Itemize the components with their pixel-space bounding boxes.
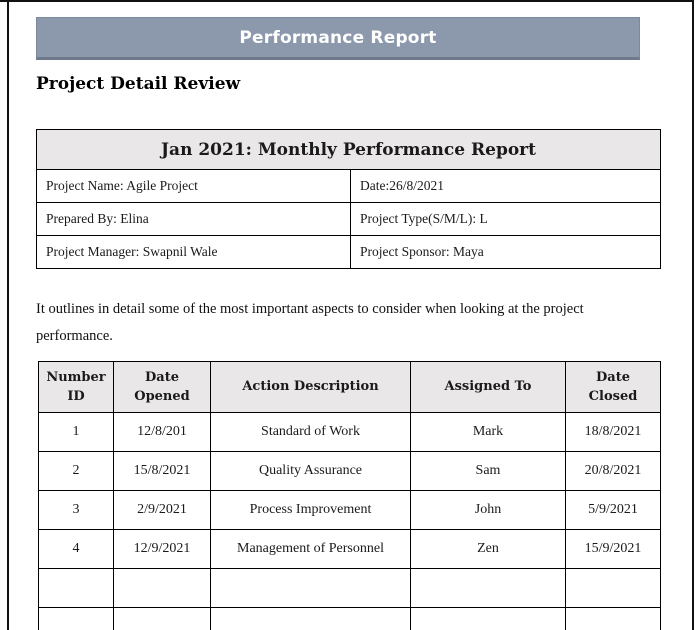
page-heading: Project Detail Review	[36, 74, 241, 94]
action-table-cell	[38, 568, 114, 608]
action-table-cell: Mark	[410, 412, 566, 452]
report-banner: Performance Report	[36, 17, 640, 60]
action-table-header-row: Number ID Date Opened Action Description As…	[38, 361, 661, 413]
action-table: Number ID Date Opened Action Description As…	[38, 361, 661, 630]
info-table-body: Project Name: Agile Project Date:26/8/202…	[36, 169, 661, 269]
info-table: Jan 2021: Monthly Performance Report Pro…	[36, 129, 661, 269]
action-table-header-cell: Action Description	[210, 361, 411, 413]
action-table-header-cell: Date Opened	[113, 361, 211, 413]
action-table-cell: 15/9/2021	[565, 529, 661, 569]
action-table-row: 3 2/9/2021 Process Improvement John 5/9/2021	[38, 490, 661, 530]
page-left-border	[7, 0, 9, 630]
action-table-cell: 1	[38, 412, 114, 452]
action-table-cell	[410, 568, 566, 608]
action-table-cell	[210, 568, 411, 608]
info-table-cell: Project Type(S/M/L): L	[350, 202, 661, 236]
action-table-cell: 18/8/2021	[565, 412, 661, 452]
action-table-cell: Quality Assurance	[210, 451, 411, 491]
banner-title: Performance Report	[239, 27, 437, 48]
action-table-cell: Process Improvement	[210, 490, 411, 530]
action-table-cell: 20/8/2021	[565, 451, 661, 491]
action-table-cell	[113, 607, 211, 630]
action-table-header-cell: Number ID	[38, 361, 114, 413]
action-table-cell: 2	[38, 451, 114, 491]
page-right-border	[692, 0, 694, 630]
action-table-cell: 5/9/2021	[565, 490, 661, 530]
action-table-cell	[565, 607, 661, 630]
action-table-cell: Sam	[410, 451, 566, 491]
action-table-cell: 2/9/2021	[113, 490, 211, 530]
action-table-cell: 4	[38, 529, 114, 569]
action-table-cell: Management of Personnel	[210, 529, 411, 569]
info-table-cell: Date:26/8/2021	[350, 169, 661, 203]
page-top-border	[0, 0, 694, 2]
info-table-row: Project Name: Agile Project Date:26/8/202…	[36, 169, 661, 203]
action-table-row: 1 12/8/201 Standard of Work Mark 18/8/2021	[38, 412, 661, 452]
info-table-title: Jan 2021: Monthly Performance Report	[36, 129, 661, 170]
action-table-row: 2 15/8/2021 Quality Assurance Sam 20/8/2021	[38, 451, 661, 491]
action-table-body: 1 12/8/201 Standard of Work Mark 18/8/2021 2 1…	[38, 412, 661, 630]
action-table-cell: Standard of Work	[210, 412, 411, 452]
intro-paragraph: It outlines in detail some of the most i…	[36, 301, 584, 344]
action-table-cell: 12/8/201	[113, 412, 211, 452]
action-table-row: 4 12/9/2021 Management of Personnel Zen 15/9…	[38, 529, 661, 569]
action-table-cell	[210, 607, 411, 630]
info-table-row: Prepared By: Elina Project Type(S/M/L): L	[36, 202, 661, 236]
action-table-cell: John	[410, 490, 566, 530]
info-table-cell: Prepared By: Elina	[36, 202, 351, 236]
action-table-cell: 15/8/2021	[113, 451, 211, 491]
action-table-cell	[410, 607, 566, 630]
info-table-cell: Project Manager: Swapnil Wale	[36, 235, 351, 269]
action-table-cell: 12/9/2021	[113, 529, 211, 569]
action-table-cell: Zen	[410, 529, 566, 569]
action-table-cell: 3	[38, 490, 114, 530]
action-table-cell	[113, 568, 211, 608]
info-table-cell: Project Sponsor: Maya	[350, 235, 661, 269]
action-table-cell	[38, 607, 114, 630]
info-table-row: Project Manager: Swapnil Wale Project Spo…	[36, 235, 661, 269]
action-table-header-cell: Assigned To	[410, 361, 566, 413]
action-table-header-cell: Date Closed	[565, 361, 661, 413]
info-table-title-row: Jan 2021: Monthly Performance Report	[36, 129, 661, 170]
info-table-cell: Project Name: Agile Project	[36, 169, 351, 203]
action-table-row	[38, 568, 661, 608]
action-table-row	[38, 607, 661, 630]
action-table-cell	[565, 568, 661, 608]
